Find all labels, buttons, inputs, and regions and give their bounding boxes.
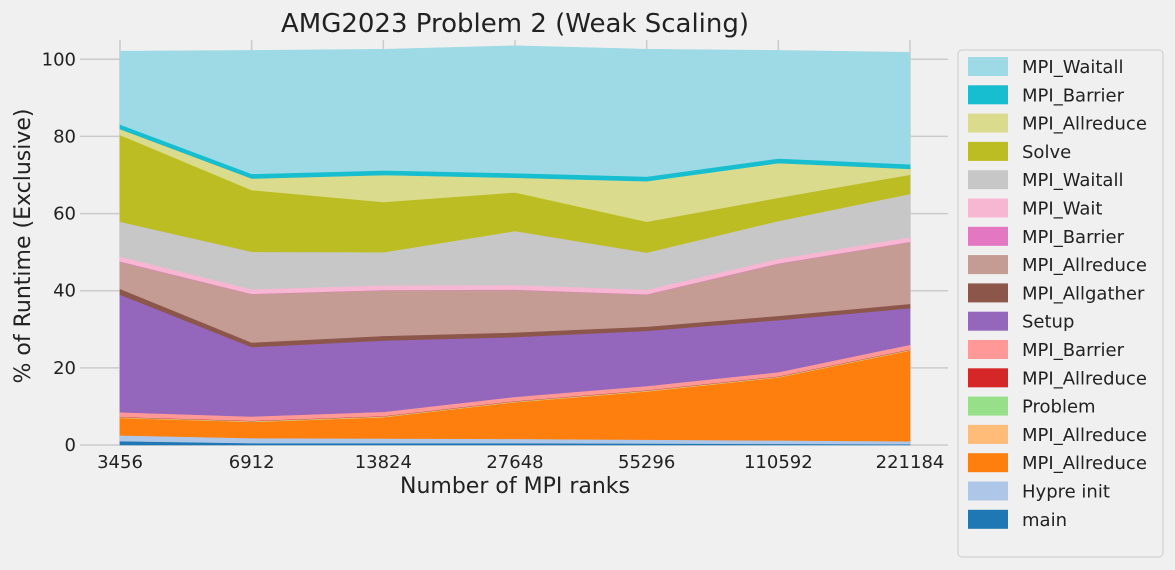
legend-label: MPI_Barrier bbox=[1022, 340, 1125, 361]
legend-label: MPI_Barrier bbox=[1022, 85, 1125, 106]
legend-swatch bbox=[968, 198, 1008, 218]
legend-swatch bbox=[968, 255, 1008, 275]
y-tick-label: 100 bbox=[42, 49, 76, 70]
area-series-16 bbox=[119, 45, 911, 177]
legend-swatch bbox=[968, 481, 1008, 501]
legend-label: MPI_Waitall bbox=[1022, 170, 1123, 191]
legend-label: MPI_Allreduce bbox=[1022, 368, 1147, 389]
legend-frame bbox=[957, 49, 1164, 558]
x-tick-label: 6912 bbox=[229, 452, 275, 473]
legend-swatch bbox=[968, 311, 1008, 331]
y-tick-label: 20 bbox=[53, 358, 76, 379]
legend-label: MPI_Allreduce bbox=[1022, 425, 1147, 446]
x-tick-label: 55296 bbox=[618, 452, 675, 473]
legend-swatch bbox=[968, 170, 1008, 190]
legend-label: MPI_Waitall bbox=[1022, 57, 1123, 78]
y-tick-label: 80 bbox=[53, 126, 76, 147]
legend-label: MPI_Barrier bbox=[1022, 227, 1125, 248]
area-series-group bbox=[119, 45, 911, 446]
legend-swatch bbox=[968, 226, 1008, 246]
x-tick-label: 3456 bbox=[97, 452, 143, 473]
legend-swatch bbox=[968, 141, 1008, 161]
y-axis-ticks: 0 20 40 60 80 100 bbox=[42, 49, 76, 456]
x-tick-label: 27648 bbox=[486, 452, 543, 473]
legend-swatch bbox=[968, 340, 1008, 359]
legend-swatch bbox=[968, 453, 1008, 473]
legend-label: main bbox=[1022, 510, 1067, 531]
legend-swatch bbox=[968, 57, 1008, 76]
x-tick-label: 221184 bbox=[876, 452, 945, 473]
legend-label: MPI_Wait bbox=[1022, 199, 1102, 220]
legend-swatch bbox=[968, 283, 1008, 303]
y-tick-label: 60 bbox=[53, 204, 76, 225]
chart-title: AMG2023 Problem 2 (Weak Scaling) bbox=[281, 9, 749, 39]
legend-label: Setup bbox=[1022, 312, 1074, 333]
legend-swatch bbox=[968, 424, 1008, 444]
legend-label: Solve bbox=[1022, 142, 1071, 163]
legend-swatch bbox=[968, 509, 1008, 529]
legend-swatch bbox=[968, 368, 1008, 388]
y-tick-label: 0 bbox=[65, 435, 76, 456]
x-tick-label: 13824 bbox=[355, 452, 412, 473]
x-axis-ticks: 3456 6912 13824 27648 55296 110592 221184 bbox=[97, 452, 944, 473]
legend-label: MPI_Allreduce bbox=[1022, 255, 1147, 276]
legend-label: MPI_Allgather bbox=[1022, 283, 1145, 304]
legend-label: MPI_Allreduce bbox=[1022, 114, 1147, 135]
legend-label: Problem bbox=[1022, 397, 1096, 418]
legend-label: MPI_Allreduce bbox=[1022, 453, 1147, 474]
x-tick-label: 110592 bbox=[744, 452, 813, 473]
y-axis-label: % of Runtime (Exclusive) bbox=[11, 109, 36, 384]
y-tick-label: 40 bbox=[53, 281, 76, 302]
legend-swatch bbox=[968, 113, 1008, 133]
legend: MPI_Waitall MPI_Barrier MPI_Allreduce Solve… bbox=[957, 49, 1164, 558]
legend-swatch bbox=[968, 85, 1008, 105]
legend-swatch bbox=[968, 396, 1008, 416]
legend-label: Hypre init bbox=[1022, 482, 1110, 503]
x-axis-label: Number of MPI ranks bbox=[400, 474, 630, 499]
